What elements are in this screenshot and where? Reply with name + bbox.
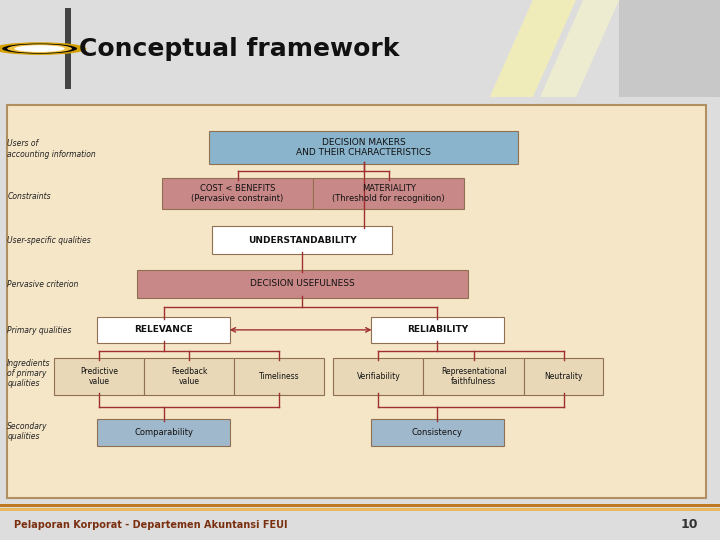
Text: Representational
faithfulness: Representational faithfulness xyxy=(441,367,506,386)
FancyBboxPatch shape xyxy=(212,226,392,254)
FancyBboxPatch shape xyxy=(162,178,313,210)
Bar xyxy=(65,8,71,90)
Text: Timeliness: Timeliness xyxy=(258,372,300,381)
Text: Consistency: Consistency xyxy=(412,428,463,437)
Text: Primary qualities: Primary qualities xyxy=(7,326,71,335)
Text: User-specific qualities: User-specific qualities xyxy=(7,237,91,246)
FancyBboxPatch shape xyxy=(209,131,518,164)
FancyBboxPatch shape xyxy=(137,270,468,298)
Circle shape xyxy=(14,45,65,52)
Text: MATERIALITY
(Threshold for recognition): MATERIALITY (Threshold for recognition) xyxy=(333,184,445,203)
FancyBboxPatch shape xyxy=(524,359,603,395)
Bar xyxy=(619,0,720,97)
Circle shape xyxy=(2,44,77,53)
Text: Users of
accounting information: Users of accounting information xyxy=(7,139,96,159)
Polygon shape xyxy=(540,0,619,97)
FancyBboxPatch shape xyxy=(7,105,706,498)
Text: Verifiability: Verifiability xyxy=(356,372,400,381)
FancyBboxPatch shape xyxy=(371,316,504,343)
FancyBboxPatch shape xyxy=(97,419,230,446)
Text: Conceptual framework: Conceptual framework xyxy=(79,37,400,60)
FancyBboxPatch shape xyxy=(333,359,423,395)
Bar xyxy=(0,504,720,507)
FancyBboxPatch shape xyxy=(97,316,230,343)
Text: Feedback
value: Feedback value xyxy=(171,367,207,386)
FancyBboxPatch shape xyxy=(423,359,524,395)
FancyBboxPatch shape xyxy=(371,419,504,446)
FancyBboxPatch shape xyxy=(313,178,464,210)
FancyBboxPatch shape xyxy=(54,359,144,395)
Text: 10: 10 xyxy=(681,518,698,531)
Text: DECISION USEFULNESS: DECISION USEFULNESS xyxy=(250,279,355,288)
Bar xyxy=(0,508,720,510)
Polygon shape xyxy=(490,0,576,97)
FancyBboxPatch shape xyxy=(144,359,234,395)
Text: Predictive
value: Predictive value xyxy=(80,367,118,386)
Circle shape xyxy=(0,42,86,55)
Text: Comparability: Comparability xyxy=(135,428,193,437)
Text: COST < BENEFITS
(Pervasive constraint): COST < BENEFITS (Pervasive constraint) xyxy=(192,184,284,203)
Text: DECISION MAKERS
AND THEIR CHARACTERISTICS: DECISION MAKERS AND THEIR CHARACTERISTIC… xyxy=(296,138,431,157)
Text: Ingredients
of primary
qualities: Ingredients of primary qualities xyxy=(7,359,50,388)
Text: Pelaporan Korporat - Departemen Akuntansi FEUI: Pelaporan Korporat - Departemen Akuntans… xyxy=(14,520,288,530)
FancyBboxPatch shape xyxy=(234,359,324,395)
Circle shape xyxy=(7,44,72,53)
Text: Neutrality: Neutrality xyxy=(544,372,583,381)
Text: Secondary
qualities: Secondary qualities xyxy=(7,422,48,441)
Text: RELEVANCE: RELEVANCE xyxy=(135,326,193,334)
Text: Pervasive criterion: Pervasive criterion xyxy=(7,280,78,289)
Text: UNDERSTANDABILITY: UNDERSTANDABILITY xyxy=(248,235,356,245)
Text: RELIABILITY: RELIABILITY xyxy=(407,326,468,334)
Text: Constraints: Constraints xyxy=(7,192,51,200)
